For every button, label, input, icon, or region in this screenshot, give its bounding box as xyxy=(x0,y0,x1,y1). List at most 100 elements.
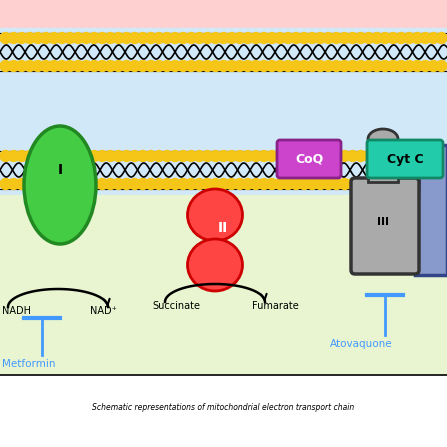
Circle shape xyxy=(8,178,19,190)
Circle shape xyxy=(105,151,116,161)
Circle shape xyxy=(307,151,318,161)
Text: Metformin: Metformin xyxy=(2,359,55,369)
Circle shape xyxy=(145,33,156,43)
Circle shape xyxy=(177,60,189,72)
Circle shape xyxy=(89,33,100,43)
Circle shape xyxy=(186,33,197,43)
Text: Fumarate: Fumarate xyxy=(252,301,299,311)
Circle shape xyxy=(24,151,35,161)
Circle shape xyxy=(339,60,350,72)
Polygon shape xyxy=(415,145,447,275)
Circle shape xyxy=(113,178,124,190)
Circle shape xyxy=(388,60,399,72)
Circle shape xyxy=(274,151,286,161)
Circle shape xyxy=(412,33,423,43)
Circle shape xyxy=(283,60,294,72)
Circle shape xyxy=(65,33,76,43)
Circle shape xyxy=(242,178,253,190)
FancyBboxPatch shape xyxy=(351,178,419,274)
Bar xyxy=(0,195,447,375)
Circle shape xyxy=(56,60,67,72)
Circle shape xyxy=(81,33,92,43)
Circle shape xyxy=(315,178,326,190)
Circle shape xyxy=(274,60,286,72)
Circle shape xyxy=(97,60,108,72)
Circle shape xyxy=(0,178,11,190)
Circle shape xyxy=(436,33,447,43)
Text: Atovaquone: Atovaquone xyxy=(330,339,392,349)
Circle shape xyxy=(307,178,318,190)
Circle shape xyxy=(202,60,213,72)
Circle shape xyxy=(0,60,11,72)
Circle shape xyxy=(299,151,310,161)
Circle shape xyxy=(250,60,261,72)
Circle shape xyxy=(404,33,415,43)
Circle shape xyxy=(371,60,382,72)
Circle shape xyxy=(194,178,205,190)
Circle shape xyxy=(137,178,148,190)
Circle shape xyxy=(0,33,11,43)
Circle shape xyxy=(105,33,116,43)
Circle shape xyxy=(105,60,116,72)
Circle shape xyxy=(412,151,423,161)
Circle shape xyxy=(48,33,59,43)
Circle shape xyxy=(218,151,229,161)
Circle shape xyxy=(283,178,294,190)
Circle shape xyxy=(258,60,270,72)
Circle shape xyxy=(371,33,382,43)
Circle shape xyxy=(8,151,19,161)
Bar xyxy=(0,0,447,28)
FancyBboxPatch shape xyxy=(367,140,443,178)
Circle shape xyxy=(161,33,173,43)
Circle shape xyxy=(363,33,374,43)
Circle shape xyxy=(153,178,164,190)
Circle shape xyxy=(48,178,59,190)
Circle shape xyxy=(380,178,391,190)
Circle shape xyxy=(194,33,205,43)
Circle shape xyxy=(113,151,124,161)
Circle shape xyxy=(40,178,51,190)
Circle shape xyxy=(315,151,326,161)
Circle shape xyxy=(242,33,253,43)
Circle shape xyxy=(161,178,173,190)
Circle shape xyxy=(81,60,92,72)
Circle shape xyxy=(404,60,415,72)
Circle shape xyxy=(234,178,245,190)
Circle shape xyxy=(129,33,140,43)
Circle shape xyxy=(266,60,278,72)
Circle shape xyxy=(331,151,342,161)
Circle shape xyxy=(331,60,342,72)
Circle shape xyxy=(347,60,358,72)
Circle shape xyxy=(412,178,423,190)
Circle shape xyxy=(32,33,43,43)
Circle shape xyxy=(404,178,415,190)
Circle shape xyxy=(73,60,84,72)
Circle shape xyxy=(258,33,270,43)
Circle shape xyxy=(347,178,358,190)
Circle shape xyxy=(65,178,76,190)
Circle shape xyxy=(226,178,237,190)
Circle shape xyxy=(40,33,51,43)
Circle shape xyxy=(186,151,197,161)
Circle shape xyxy=(32,178,43,190)
Circle shape xyxy=(315,60,326,72)
Text: III: III xyxy=(377,217,389,227)
Circle shape xyxy=(323,60,334,72)
Circle shape xyxy=(226,60,237,72)
Circle shape xyxy=(16,178,27,190)
Text: CoQ: CoQ xyxy=(295,152,323,165)
Circle shape xyxy=(73,151,84,161)
Circle shape xyxy=(161,60,173,72)
Circle shape xyxy=(266,33,278,43)
Circle shape xyxy=(169,33,181,43)
Circle shape xyxy=(339,33,350,43)
Circle shape xyxy=(331,178,342,190)
Circle shape xyxy=(218,60,229,72)
Circle shape xyxy=(388,178,399,190)
Circle shape xyxy=(16,151,27,161)
Circle shape xyxy=(16,33,27,43)
Bar xyxy=(0,375,447,447)
Circle shape xyxy=(153,151,164,161)
Circle shape xyxy=(396,178,407,190)
Circle shape xyxy=(291,178,302,190)
